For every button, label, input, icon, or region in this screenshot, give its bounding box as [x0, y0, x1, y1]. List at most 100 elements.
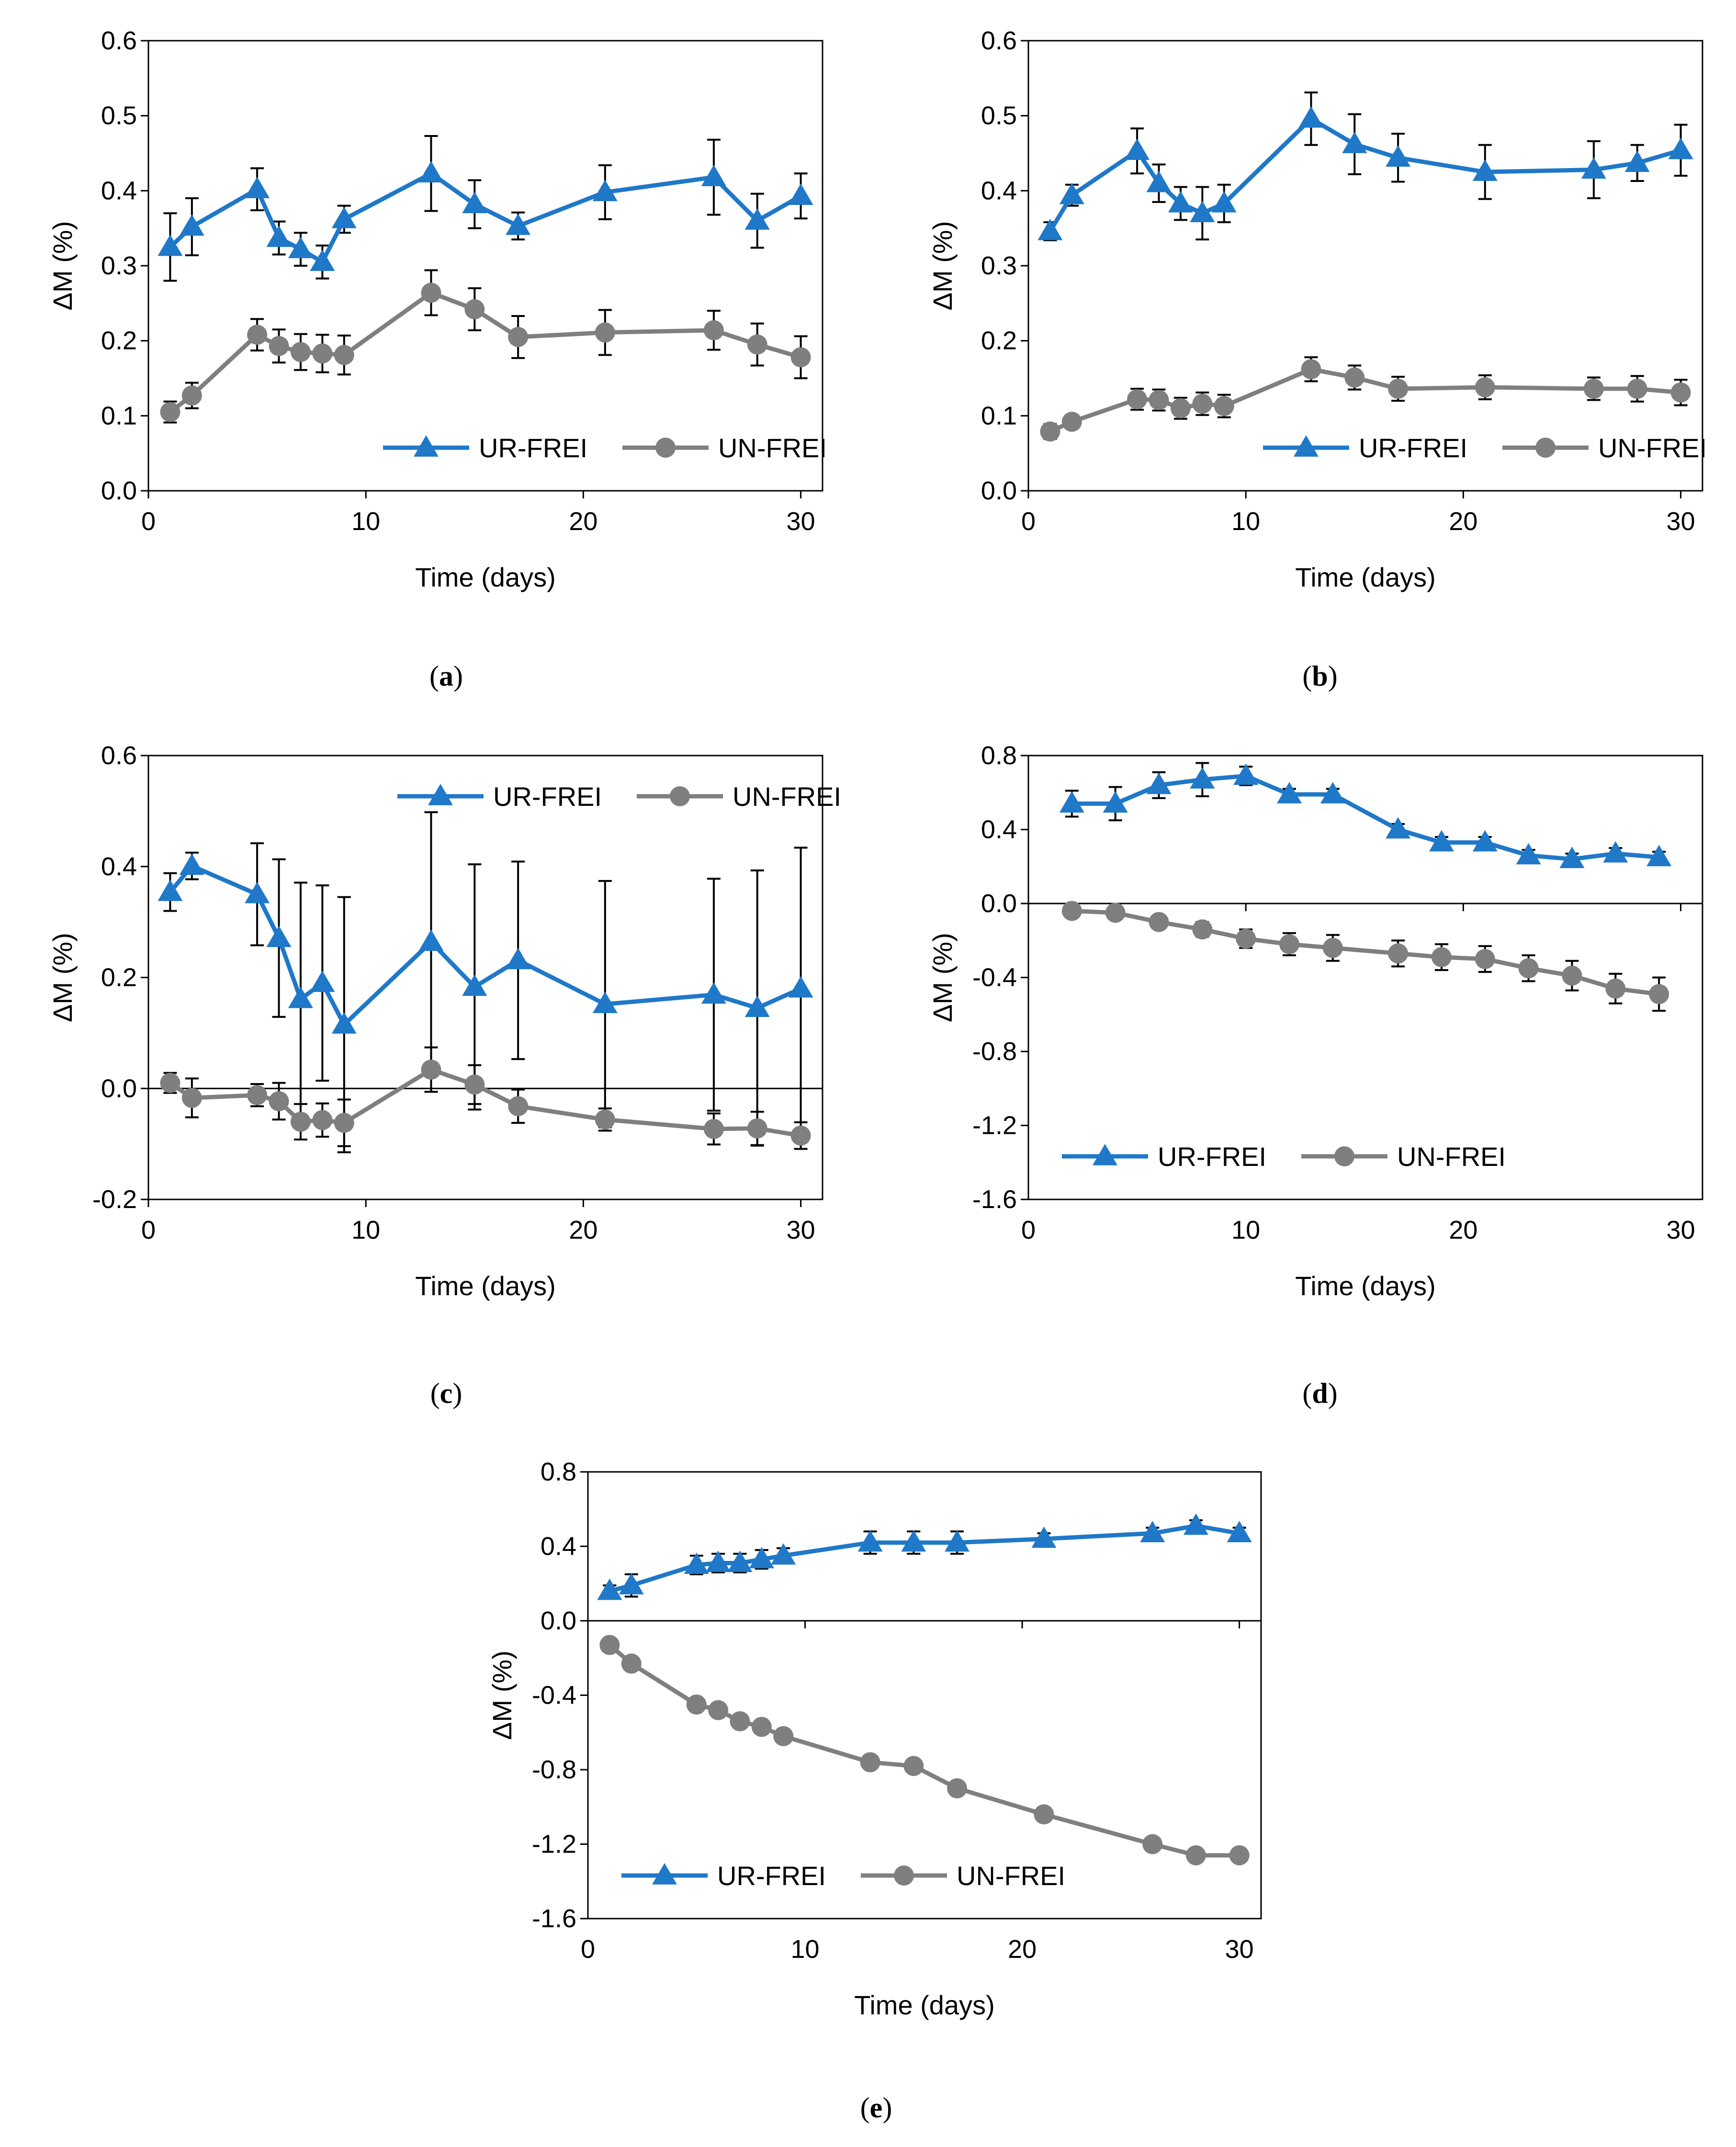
- legend-label: UN-FREI: [733, 781, 841, 812]
- data-point: [744, 208, 770, 230]
- y-tick-label: 0.4: [981, 176, 1017, 205]
- data-point: [310, 249, 335, 271]
- data-point: [751, 1717, 772, 1737]
- y-tick-label: 0.5: [981, 102, 1017, 130]
- y-tick-label: -1.6: [972, 1185, 1017, 1214]
- series-line: [608, 1643, 1240, 1858]
- series-un-frei: [599, 1635, 1250, 1865]
- data-point: [1344, 367, 1365, 388]
- data-point: [1229, 1845, 1250, 1865]
- legend-marker: [655, 438, 676, 458]
- data-point: [181, 1087, 202, 1108]
- data-point: [1516, 843, 1541, 865]
- series-ur-frei: [597, 1513, 1252, 1600]
- data-point: [290, 342, 311, 362]
- y-tick-label: -0.4: [532, 1681, 576, 1710]
- data-point: [1034, 1804, 1054, 1825]
- y-tick-label: 0.1: [981, 401, 1017, 430]
- data-point: [1061, 411, 1082, 432]
- data-point: [1279, 934, 1300, 954]
- legend-marker: [1093, 1144, 1117, 1165]
- y-tick-label: -0.2: [92, 1185, 137, 1214]
- legend-label: UN-FREI: [718, 433, 827, 463]
- x-axis-title: Time (days): [1295, 562, 1436, 592]
- y-tick-label: 0.1: [101, 401, 137, 430]
- data-point: [1431, 947, 1452, 968]
- data-point: [290, 1111, 311, 1132]
- y-tick-label: -0.8: [972, 1037, 1017, 1066]
- data-point: [730, 1711, 750, 1731]
- data-point: [1170, 398, 1191, 418]
- legend-label: UN-FREI: [957, 1861, 1065, 1891]
- legend-marker: [414, 435, 439, 457]
- data-point: [1168, 191, 1193, 213]
- data-point: [1103, 791, 1128, 813]
- chart-b: 0.0 0.1 0.2 0.3 0.4 0.5 0.6 0 10 20 30 Time (days) Δ…: [927, 26, 1707, 592]
- y-axis-title: ΔM (%): [47, 933, 78, 1022]
- x-tick-label: 20: [1449, 507, 1477, 536]
- y-tick-label: -1.2: [532, 1830, 576, 1859]
- data-point: [706, 1550, 731, 1572]
- x-tick-label: 30: [1667, 507, 1695, 536]
- data-point: [701, 982, 726, 1004]
- data-point: [1127, 389, 1148, 409]
- data-point: [1125, 138, 1150, 160]
- legend-marker: [670, 786, 690, 806]
- y-tick-label: 0.2: [981, 327, 1017, 355]
- data-point: [1388, 378, 1409, 399]
- legend-marker: [1535, 438, 1556, 458]
- panel-label-a: (a): [429, 660, 463, 692]
- data-point: [245, 177, 270, 198]
- x-tick-label: 30: [1225, 1935, 1254, 1964]
- data-point: [703, 320, 724, 340]
- data-point: [747, 334, 767, 355]
- y-tick-label: 0.4: [981, 815, 1017, 844]
- data-point: [703, 1119, 724, 1139]
- data-point: [1388, 943, 1409, 964]
- data-point: [1475, 377, 1495, 397]
- data-point: [1227, 1521, 1252, 1543]
- legend-label: UR-FREI: [479, 433, 587, 463]
- data-point: [1059, 182, 1084, 204]
- data-point: [506, 213, 531, 235]
- data-point: [1105, 903, 1126, 923]
- plot-frame: [1027, 40, 1703, 492]
- data-point: [1277, 782, 1302, 803]
- data-point: [464, 299, 485, 319]
- chart-c: -0.2 0.0 0.2 0.4 0.6 0 10 20 30 Time (days) ΔM (%)…: [47, 741, 841, 1301]
- data-point: [1320, 782, 1345, 803]
- data-point: [1149, 912, 1169, 932]
- data-point: [1581, 157, 1606, 179]
- data-point: [508, 327, 529, 347]
- x-tick-label: 10: [351, 507, 380, 536]
- legend-marker: [1294, 435, 1319, 457]
- data-point: [1037, 218, 1063, 240]
- data-point: [747, 1118, 767, 1139]
- data-point: [288, 986, 313, 1008]
- y-tick-label: 0.2: [101, 327, 137, 355]
- legend: UR-FREI UN-FREI: [1062, 1141, 1506, 1172]
- data-point: [269, 1091, 289, 1111]
- y-axis-title: ΔM (%): [927, 933, 958, 1022]
- y-tick-label: 0.4: [541, 1532, 576, 1561]
- data-point: [418, 161, 444, 183]
- data-point: [1646, 845, 1672, 867]
- series-line: [1071, 773, 1659, 861]
- chart-e: -1.6 -1.2 -0.8 -0.4 0.0 0.4 0.8 0 10 20 30 Time (da…: [487, 1458, 1262, 2020]
- data-point: [266, 226, 292, 247]
- y-axis-title: ΔM (%): [47, 221, 78, 311]
- y-tick-label: 0.0: [101, 476, 137, 505]
- data-point: [1183, 1513, 1208, 1535]
- data-point: [1301, 359, 1321, 380]
- x-tick-label: 0: [581, 1935, 595, 1964]
- data-point: [771, 1543, 796, 1565]
- data-point: [788, 976, 813, 998]
- x-tick-label: 20: [569, 1216, 597, 1244]
- series-un-frei: [160, 269, 811, 424]
- y-tick-label: 0.3: [101, 251, 137, 280]
- data-point: [312, 1110, 333, 1130]
- data-point: [947, 1778, 968, 1798]
- y-tick-label: 0.3: [981, 251, 1017, 280]
- data-point: [1236, 928, 1256, 949]
